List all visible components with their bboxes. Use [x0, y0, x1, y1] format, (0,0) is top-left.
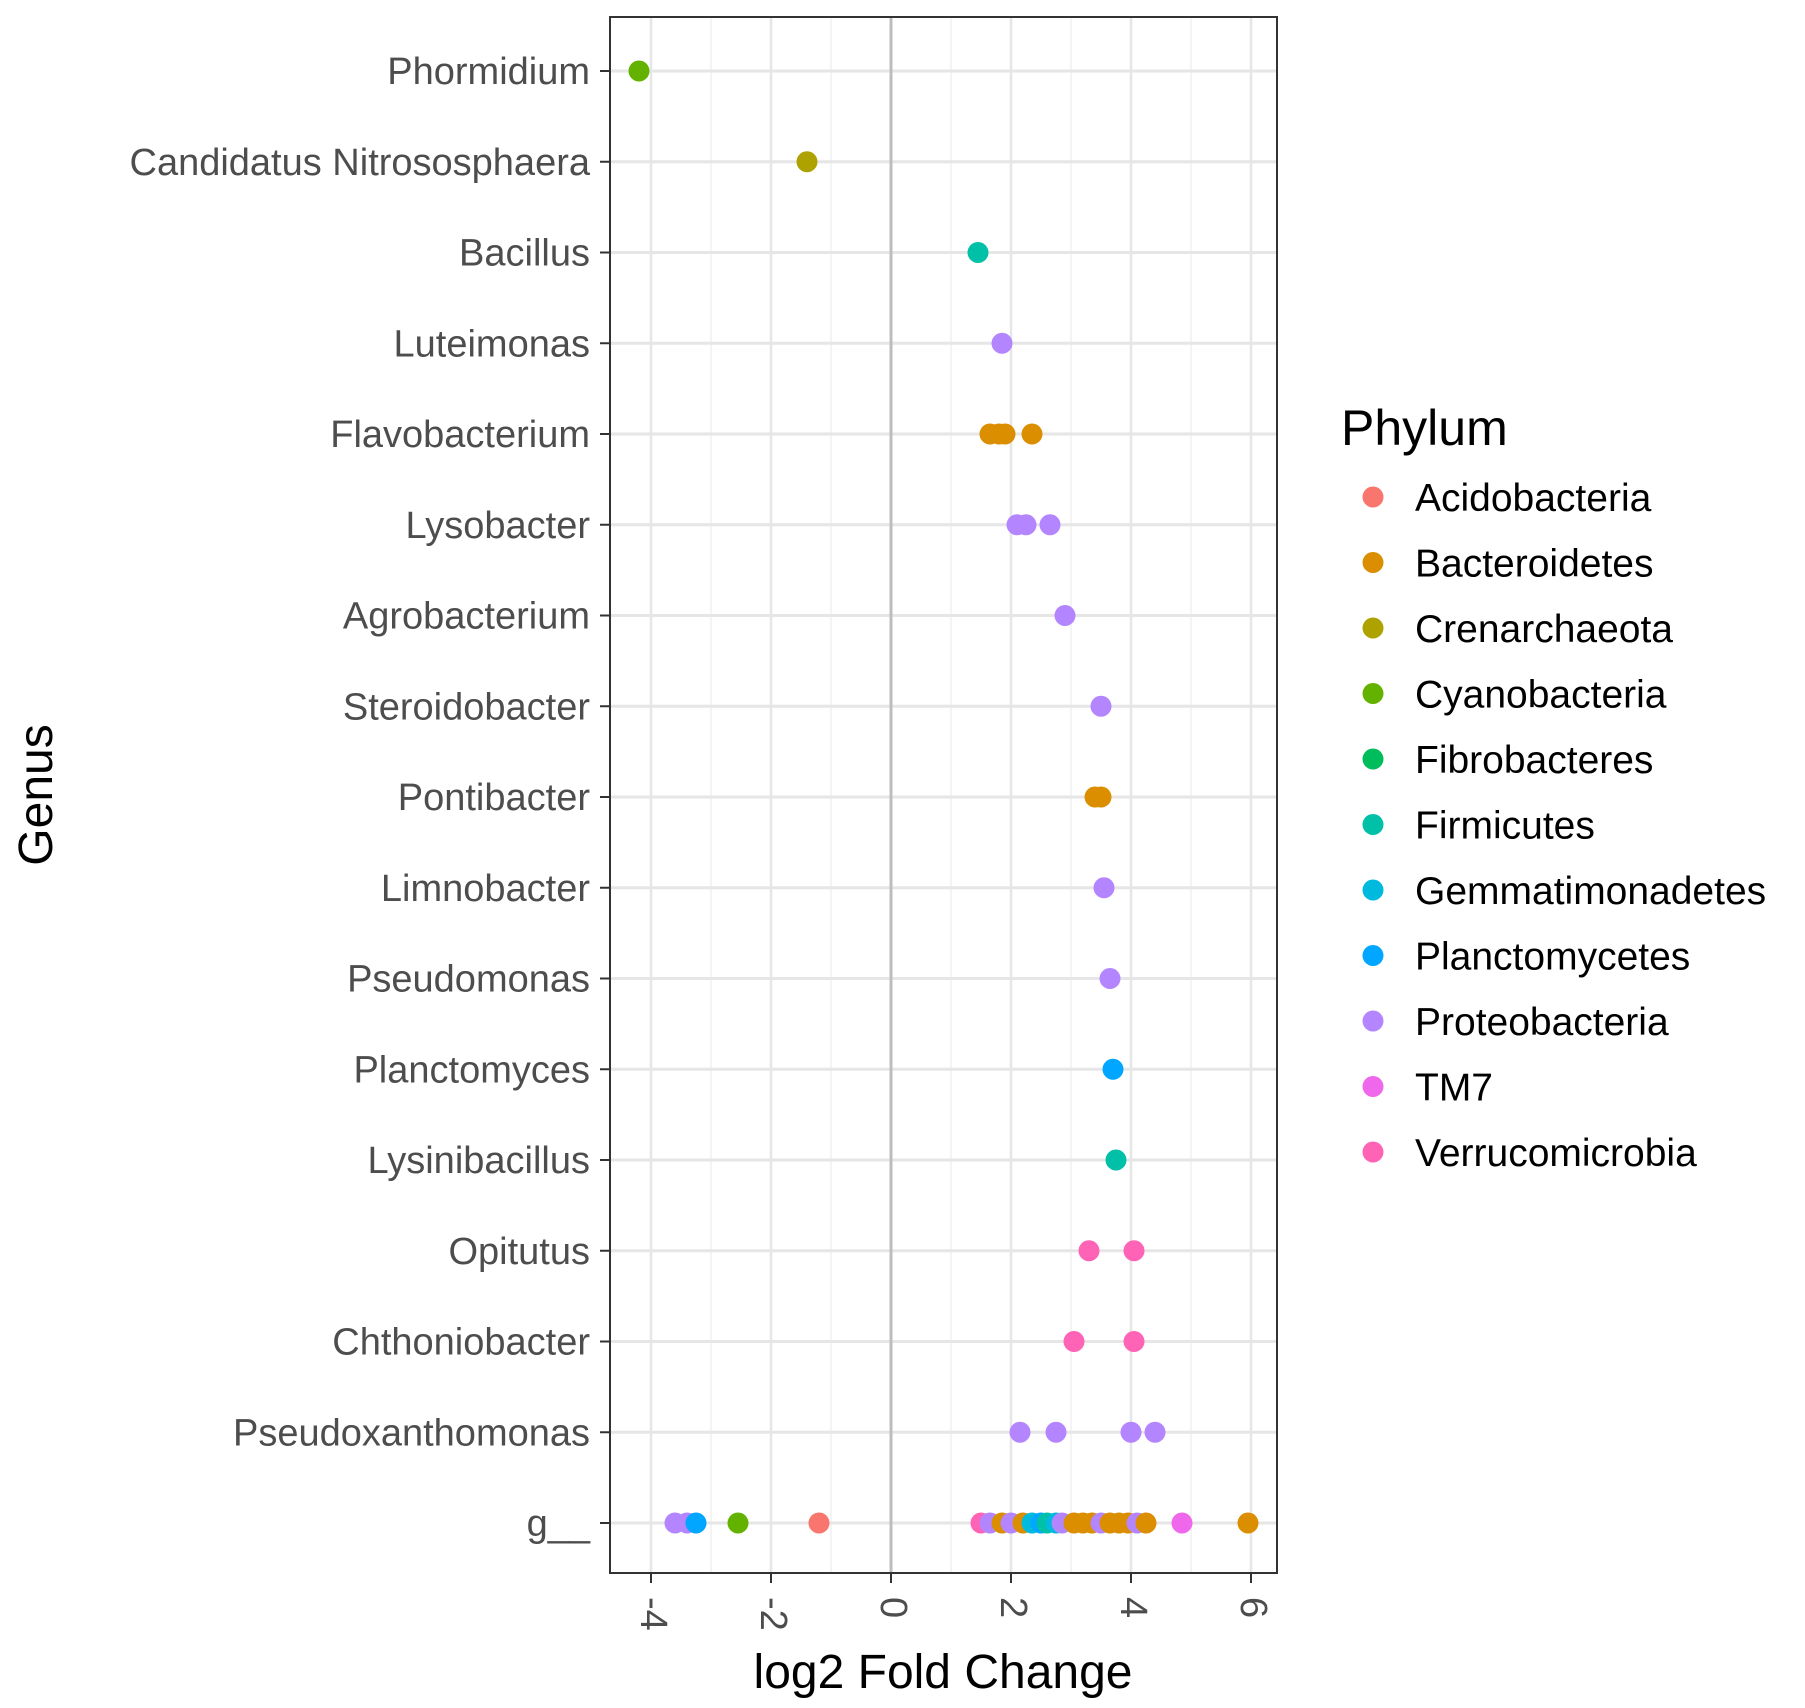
- y-tick-label: Bacillus: [459, 233, 590, 275]
- x-tick-label: 4: [1112, 1597, 1154, 1618]
- legend-key: [1362, 748, 1384, 770]
- legend-label: Crenarchaeota: [1415, 608, 1673, 651]
- data-point: [1021, 423, 1043, 445]
- legend-label: Gemmatimonadetes: [1415, 870, 1766, 913]
- legend-label: Acidobacteria: [1415, 477, 1652, 520]
- legend-title: Phylum: [1341, 400, 1508, 456]
- x-tick-label: -4: [632, 1597, 674, 1631]
- data-point: [1039, 514, 1061, 536]
- data-point: [685, 1512, 707, 1534]
- y-tick-label: Flavobacterium: [330, 414, 590, 456]
- x-axis-title: log2 Fold Change: [754, 1646, 1133, 1699]
- y-tick-label: Limnobacter: [381, 868, 590, 910]
- data-point: [1090, 786, 1112, 808]
- legend-key: [1362, 486, 1384, 508]
- data-point: [1054, 605, 1076, 626]
- legend-key: [1362, 1141, 1384, 1163]
- legend-key: [1362, 683, 1384, 704]
- y-tick-label: Phormidium: [387, 51, 590, 93]
- legend-key: [1362, 617, 1384, 639]
- y-tick-label: Lysobacter: [406, 505, 591, 547]
- y-tick-label: Pontibacter: [398, 777, 591, 819]
- y-axis-title: Genus: [10, 724, 63, 865]
- plot-panel: [610, 17, 1277, 1573]
- legend-key: [1362, 1076, 1384, 1097]
- data-point: [994, 423, 1016, 445]
- data-point: [1093, 877, 1115, 899]
- y-tick-label: Planctomyces: [353, 1049, 590, 1091]
- y-tick-label: Pseudomonas: [347, 959, 590, 1001]
- legend-key: [1362, 1010, 1384, 1032]
- data-point: [1078, 1240, 1100, 1262]
- y-tick-label: Candidatus Nitrososphaera: [130, 142, 591, 184]
- data-point: [727, 1512, 749, 1534]
- y-tick-label: Agrobacterium: [343, 596, 590, 638]
- legend-label: Firmicutes: [1415, 805, 1595, 848]
- legend-key: [1362, 814, 1384, 835]
- y-tick-label: Chthoniobacter: [332, 1322, 590, 1364]
- plot-border: [609, 16, 1278, 1574]
- data-point: [1090, 695, 1112, 717]
- x-tick-label: -2: [752, 1597, 794, 1631]
- legend-label: Fibrobacteres: [1415, 739, 1653, 782]
- legend-label: Planctomycetes: [1415, 936, 1690, 979]
- data-point: [628, 60, 650, 82]
- data-point: [967, 242, 989, 263]
- data-point: [1045, 1421, 1067, 1443]
- data-point: [1237, 1512, 1259, 1534]
- data-point: [1009, 1421, 1031, 1443]
- x-tick-label: 0: [872, 1597, 914, 1618]
- legend-label: Bacteroidetes: [1415, 543, 1653, 586]
- data-point: [1102, 1058, 1124, 1080]
- data-point: [1015, 514, 1037, 536]
- legend-key: [1362, 945, 1384, 966]
- y-tick-label: Steroidobacter: [343, 686, 590, 728]
- grid-layer: [610, 17, 1277, 1573]
- data-point: [991, 332, 1013, 354]
- legend-key: [1362, 552, 1384, 573]
- data-point: [1123, 1331, 1145, 1352]
- data-point: [1144, 1421, 1166, 1443]
- x-axis-ticks: -4 -2 0 2 4 6: [632, 1573, 1274, 1631]
- y-tick-label: Luteimonas: [394, 323, 590, 365]
- y-tick-label: Opitutus: [448, 1231, 590, 1273]
- data-point: [1123, 1240, 1145, 1262]
- data-point: [1063, 1331, 1085, 1352]
- legend: Phylum Acidobacteria Bacteroidetes Crenarc…: [1341, 400, 1766, 1175]
- legend-label: TM7: [1415, 1067, 1493, 1110]
- data-point: [1105, 1149, 1127, 1171]
- y-tick-label: g__: [527, 1503, 591, 1545]
- legend-label: Proteobacteria: [1415, 1001, 1669, 1044]
- y-tick-label: Lysinibacillus: [368, 1140, 590, 1182]
- data-point: [1135, 1512, 1157, 1534]
- y-tick-label: Pseudoxanthomonas: [233, 1412, 590, 1454]
- data-point: [1120, 1421, 1142, 1443]
- legend-label: Verrucomicrobia: [1415, 1132, 1697, 1175]
- data-point: [1171, 1512, 1193, 1534]
- legend-key: [1362, 879, 1384, 901]
- data-point: [1099, 968, 1121, 989]
- point-layer: [628, 60, 1259, 1534]
- x-tick-label: 6: [1232, 1597, 1274, 1618]
- legend-label: Cyanobacteria: [1415, 674, 1667, 717]
- data-point: [796, 151, 818, 173]
- y-axis-ticks: Phormidium Candidatus Nitrososphaera Bacil…: [130, 51, 610, 1545]
- data-point: [808, 1512, 830, 1534]
- x-tick-label: 2: [992, 1597, 1034, 1618]
